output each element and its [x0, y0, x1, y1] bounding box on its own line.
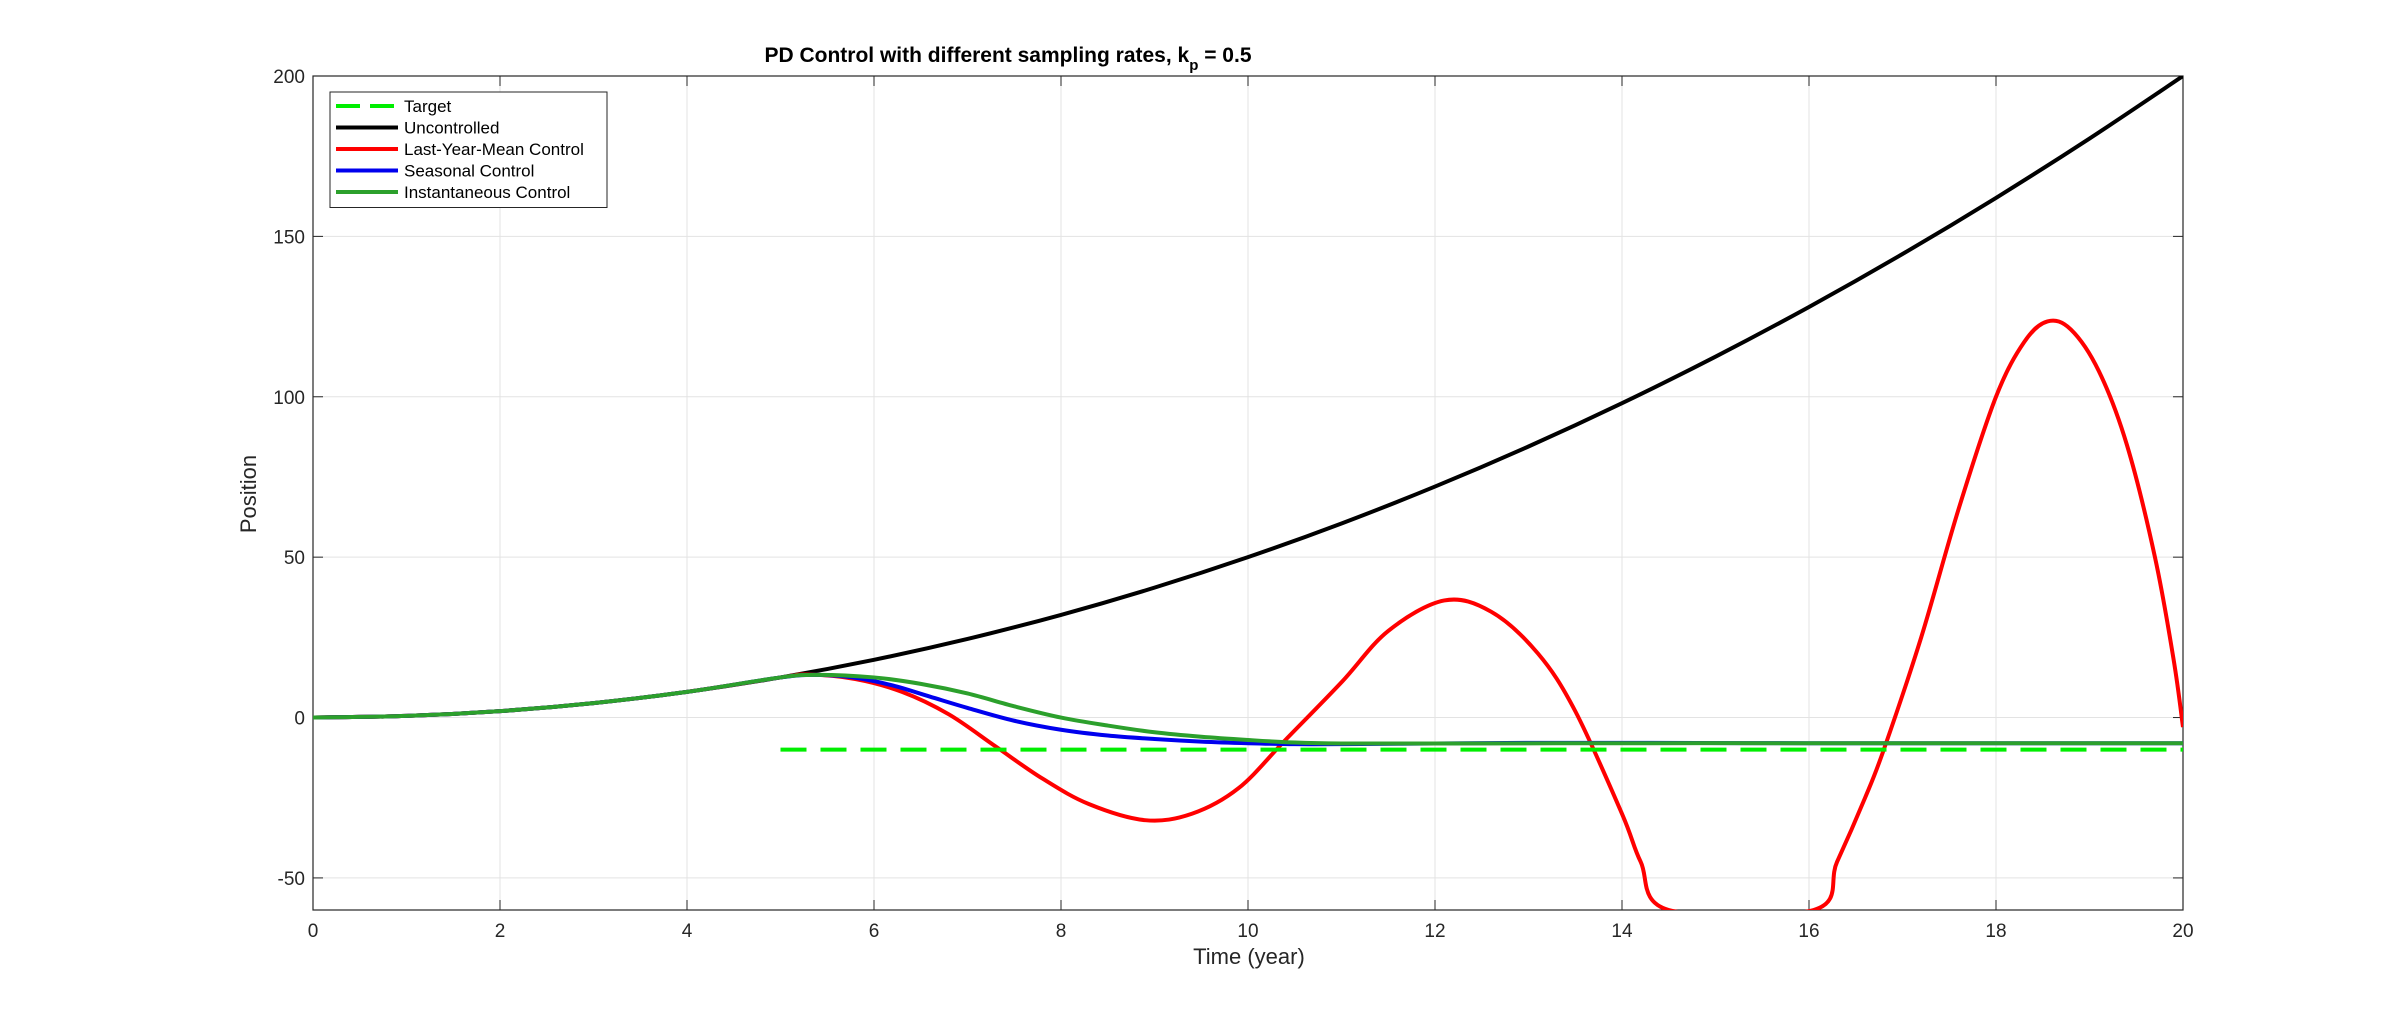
legend-item-uncontrolled[interactable]: Uncontrolled [336, 119, 499, 138]
chart-title: PD Control with different sampling rates… [764, 44, 1251, 74]
x-tick-label: 20 [2172, 921, 2193, 942]
y-tick-label: 0 [294, 709, 305, 730]
y-tick-label: 150 [273, 227, 305, 248]
x-tick-label: 16 [1798, 921, 1819, 942]
x-tick-label: 2 [495, 921, 506, 942]
x-tick-label: 18 [1985, 921, 2006, 942]
legend-label: Seasonal Control [404, 162, 534, 181]
legend-label: Uncontrolled [404, 119, 499, 138]
title-suffix: = 0.5 [1198, 44, 1251, 67]
plot-area [313, 76, 2183, 910]
x-axis-label: Time (year) [1193, 944, 1305, 969]
x-tick-label: 4 [682, 921, 693, 942]
title-main: PD Control with different sampling rates… [764, 44, 1189, 67]
y-tick-label: -50 [278, 869, 305, 890]
series-line-instantaneous-control [313, 672, 2183, 746]
y-axis-label: Position [236, 455, 261, 533]
legend-item-seasonal-control[interactable]: Seasonal Control [336, 162, 534, 181]
legend-label: Target [404, 97, 452, 116]
x-tick-label: 10 [1237, 921, 1258, 942]
legend-item-target[interactable]: Target [336, 97, 452, 116]
legend-label: Last-Year-Mean Control [404, 140, 584, 159]
x-tick-label: 0 [308, 921, 319, 942]
legend-label: Instantaneous Control [404, 183, 570, 202]
x-tick-label: 8 [1056, 921, 1067, 942]
legend[interactable]: Target Uncontrolled Last-Year-Mean Control… [329, 91, 608, 208]
legend-item-last-year-mean-control[interactable]: Last-Year-Mean Control [336, 140, 584, 159]
x-tick-label: 14 [1611, 921, 1633, 942]
axes: 0 2 4 6 8 10 12 14 16 18 20 -50 0 50 100 150 200 [273, 67, 2193, 942]
y-tick-label: 100 [273, 388, 305, 409]
y-tick-label: 200 [273, 67, 305, 88]
y-tick-label: 50 [284, 548, 305, 569]
x-tick-label: 12 [1424, 921, 1445, 942]
legend-item-instantaneous-control[interactable]: Instantaneous Control [336, 183, 570, 202]
x-tick-label: 6 [869, 921, 880, 942]
title-subscript: p [1189, 57, 1198, 74]
